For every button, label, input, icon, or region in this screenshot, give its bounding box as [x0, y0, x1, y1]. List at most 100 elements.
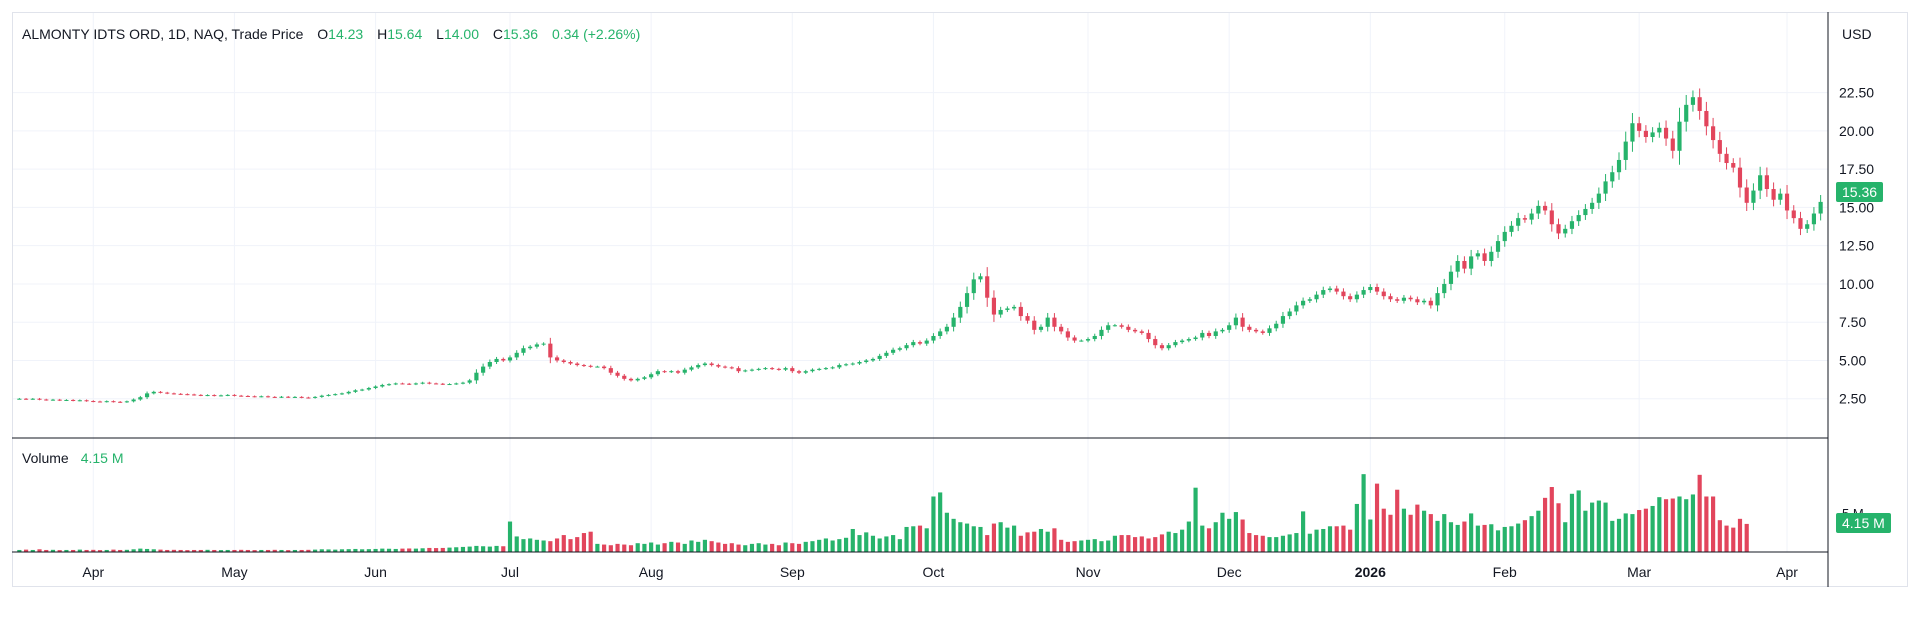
candle-body	[830, 367, 835, 369]
candle-body	[951, 317, 956, 327]
volume-bar	[696, 541, 701, 552]
candle-body	[313, 396, 318, 398]
candles	[17, 88, 1823, 403]
candle-body	[138, 397, 143, 400]
candle-body	[776, 368, 781, 370]
volume-bar	[588, 531, 593, 552]
volume-bar	[1200, 525, 1205, 552]
volume-bar	[669, 541, 674, 552]
candle-body	[245, 395, 250, 397]
volume-bar	[1253, 535, 1259, 552]
candle-body	[212, 395, 217, 397]
volume-bar	[1079, 540, 1084, 552]
candle-body	[1596, 193, 1601, 203]
volume-bar	[245, 549, 250, 552]
candle-body	[198, 394, 203, 396]
volume-bar	[118, 549, 123, 552]
volume-bar	[1717, 520, 1722, 552]
volume-bar	[884, 536, 889, 552]
candle-body	[454, 383, 459, 385]
candle-body	[252, 396, 257, 398]
candle-body	[17, 398, 22, 400]
volume-bar	[1731, 527, 1736, 552]
candle-body	[743, 370, 748, 372]
candle-body	[662, 371, 667, 373]
volume-bar	[212, 549, 217, 552]
price-tick-label: 22.50	[1839, 85, 1874, 101]
volume-bar	[97, 550, 103, 552]
candle-body	[1045, 317, 1050, 327]
volume-bar	[185, 550, 190, 552]
volume-bar	[1052, 528, 1057, 552]
candle-body	[884, 352, 889, 356]
candle-body	[528, 346, 533, 349]
volume-bar	[131, 549, 136, 552]
volume-bar	[1220, 512, 1225, 552]
volume-bar	[1267, 537, 1272, 552]
candle-body	[1811, 213, 1817, 225]
candle-body	[97, 401, 103, 403]
candle-body	[1482, 253, 1487, 261]
candle-body	[1758, 175, 1763, 191]
candle-body	[1132, 329, 1138, 332]
candle-body	[460, 382, 466, 384]
volume-bar	[1684, 499, 1689, 552]
volume-bar	[124, 549, 129, 552]
volume-bar	[272, 549, 277, 552]
candle-body	[104, 401, 109, 403]
volume-bar	[1657, 497, 1662, 552]
price-tick-label: 2.50	[1839, 391, 1866, 407]
candle-body	[1489, 251, 1494, 261]
volume-bar	[1630, 514, 1635, 552]
candle-body	[1442, 283, 1447, 294]
volume-bar	[897, 539, 902, 552]
volume-bar	[1744, 523, 1749, 552]
volume-bar	[716, 542, 721, 552]
candle-body	[1112, 325, 1117, 327]
candle-body	[944, 326, 949, 332]
price-tick-label: 17.50	[1839, 161, 1874, 177]
volume-bar	[837, 539, 842, 552]
candle-body	[1536, 205, 1541, 214]
candle-body	[232, 394, 237, 396]
candle-body	[91, 401, 96, 403]
candle-body	[299, 396, 304, 398]
volume-bar	[702, 539, 708, 552]
candle-body	[1663, 127, 1669, 139]
volume-bar	[830, 540, 835, 552]
axes	[12, 12, 1908, 587]
volume-bar	[50, 549, 56, 552]
volume-bar	[1038, 528, 1044, 552]
candle-body	[870, 358, 876, 361]
volume-bar	[144, 548, 150, 552]
volume-bar	[528, 538, 533, 552]
time-tick-label: Oct	[923, 564, 945, 580]
low-value: 14.00	[443, 26, 479, 42]
candle-body	[1549, 210, 1554, 225]
volume-bar	[252, 550, 257, 552]
candle-body	[837, 365, 842, 368]
candle-body	[407, 383, 412, 385]
volume-bar	[615, 543, 620, 552]
volume-bar	[1603, 502, 1608, 552]
open-value: 14.23	[328, 26, 364, 42]
volume-bar	[507, 521, 513, 552]
candle-body	[588, 365, 593, 367]
candle-body	[1280, 316, 1286, 324]
candle-body	[1119, 325, 1124, 327]
volume-bar	[561, 535, 566, 552]
volume-bar	[1724, 525, 1729, 552]
volume-bar	[655, 544, 660, 552]
candle-body	[360, 389, 365, 391]
candle-body	[225, 394, 230, 396]
candle-body	[1502, 231, 1507, 242]
candle-body	[1126, 326, 1131, 330]
volume-bar	[37, 549, 42, 552]
time-tick-label: May	[221, 564, 247, 580]
currency-label[interactable]: USD	[1842, 26, 1872, 42]
candle-body	[71, 399, 76, 401]
candle-body	[467, 380, 472, 383]
candle-body	[917, 342, 923, 344]
candle-body	[568, 362, 573, 364]
candle-body	[655, 371, 660, 375]
